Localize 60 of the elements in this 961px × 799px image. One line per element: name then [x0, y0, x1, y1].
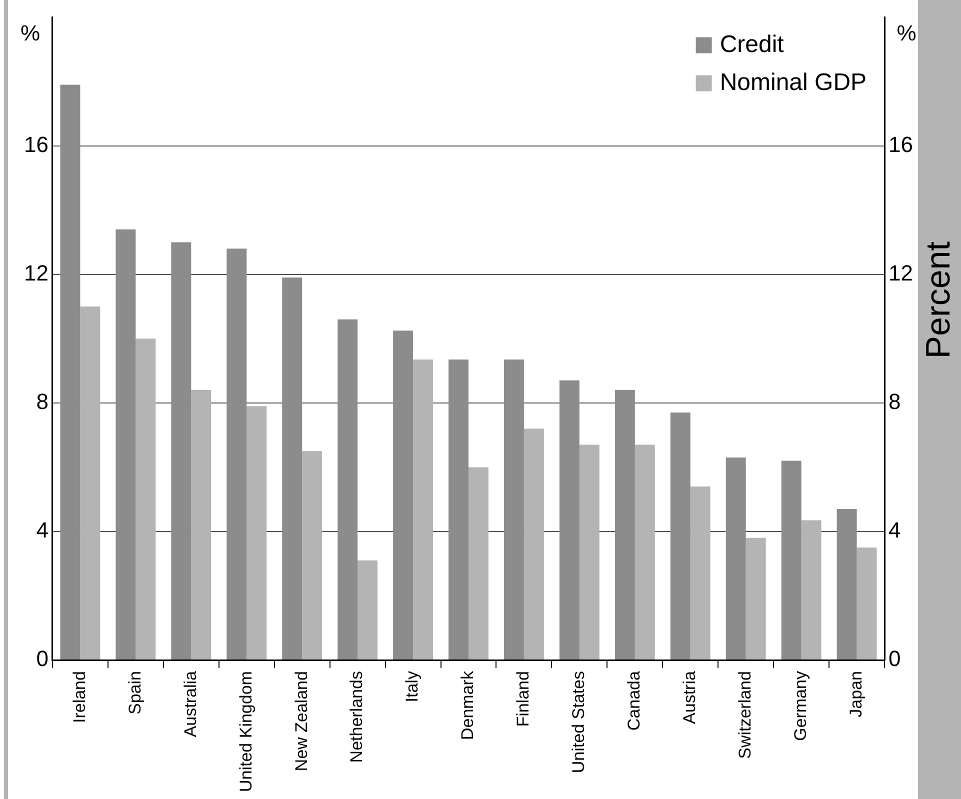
x-tick-label: Australia	[180, 670, 200, 738]
bar	[358, 560, 378, 660]
bar	[690, 486, 710, 660]
y2-tick-label: 4	[888, 518, 901, 543]
bar	[468, 467, 488, 660]
y2-tick-label: 8	[888, 388, 901, 414]
legend-label: Nominal GDP	[720, 68, 867, 96]
x-tick-label: New Zealand	[292, 671, 311, 772]
bar	[282, 278, 302, 660]
bar	[781, 460, 802, 660]
bar	[171, 242, 192, 660]
x-tick-label: Denmark	[458, 670, 478, 740]
x-tick-label: Finland	[514, 671, 533, 727]
y-tick-label: 4	[36, 518, 48, 543]
bar	[726, 458, 746, 660]
bar	[338, 319, 358, 660]
y2-tick-label: 0	[888, 646, 901, 672]
bar	[559, 380, 580, 660]
legend-label: Credit	[720, 30, 784, 58]
bar	[836, 508, 857, 660]
x-tick-label: United Kingdom	[236, 671, 256, 792]
bar	[504, 360, 524, 660]
x-tick-label: Netherlands	[347, 671, 366, 763]
text: Percent	[920, 241, 958, 359]
bar	[413, 360, 433, 660]
bar	[801, 520, 822, 660]
bar	[393, 330, 414, 660]
bar	[856, 548, 877, 660]
y2-axis-title: %	[896, 20, 916, 46]
y2-tick-label: 12	[888, 260, 914, 286]
x-tick-label: Switzerland	[736, 671, 755, 759]
x-tick-label: Austria	[680, 670, 700, 724]
bar	[246, 406, 267, 660]
bar	[670, 412, 690, 660]
bar	[226, 248, 247, 660]
y-axis-title: %	[20, 20, 40, 46]
bar	[191, 390, 212, 660]
x-tick-label: United States	[569, 671, 588, 774]
x-tick-label: Italy	[402, 670, 422, 702]
x-tick-label: Germany	[791, 670, 810, 741]
bar	[302, 451, 322, 660]
bar	[448, 360, 468, 660]
y-tick-label: 12	[24, 260, 48, 286]
y-tick-label: 8	[36, 388, 48, 414]
x-tick-label: Spain	[125, 671, 144, 715]
bar	[80, 306, 100, 660]
bar	[60, 84, 80, 660]
bar	[136, 338, 156, 660]
bar	[634, 444, 655, 660]
bar	[614, 390, 635, 660]
y-tick-label: 0	[36, 646, 48, 672]
x-tick-label: Japan	[846, 671, 866, 718]
y2-tick-label: 16	[888, 132, 914, 157]
bar	[579, 444, 600, 660]
bar	[116, 229, 136, 660]
bar	[746, 538, 766, 660]
y-tick-label: 16	[24, 132, 48, 157]
x-tick-label: Ireland	[70, 671, 89, 724]
x-tick-label: Canada	[624, 670, 644, 731]
bar	[524, 428, 544, 660]
